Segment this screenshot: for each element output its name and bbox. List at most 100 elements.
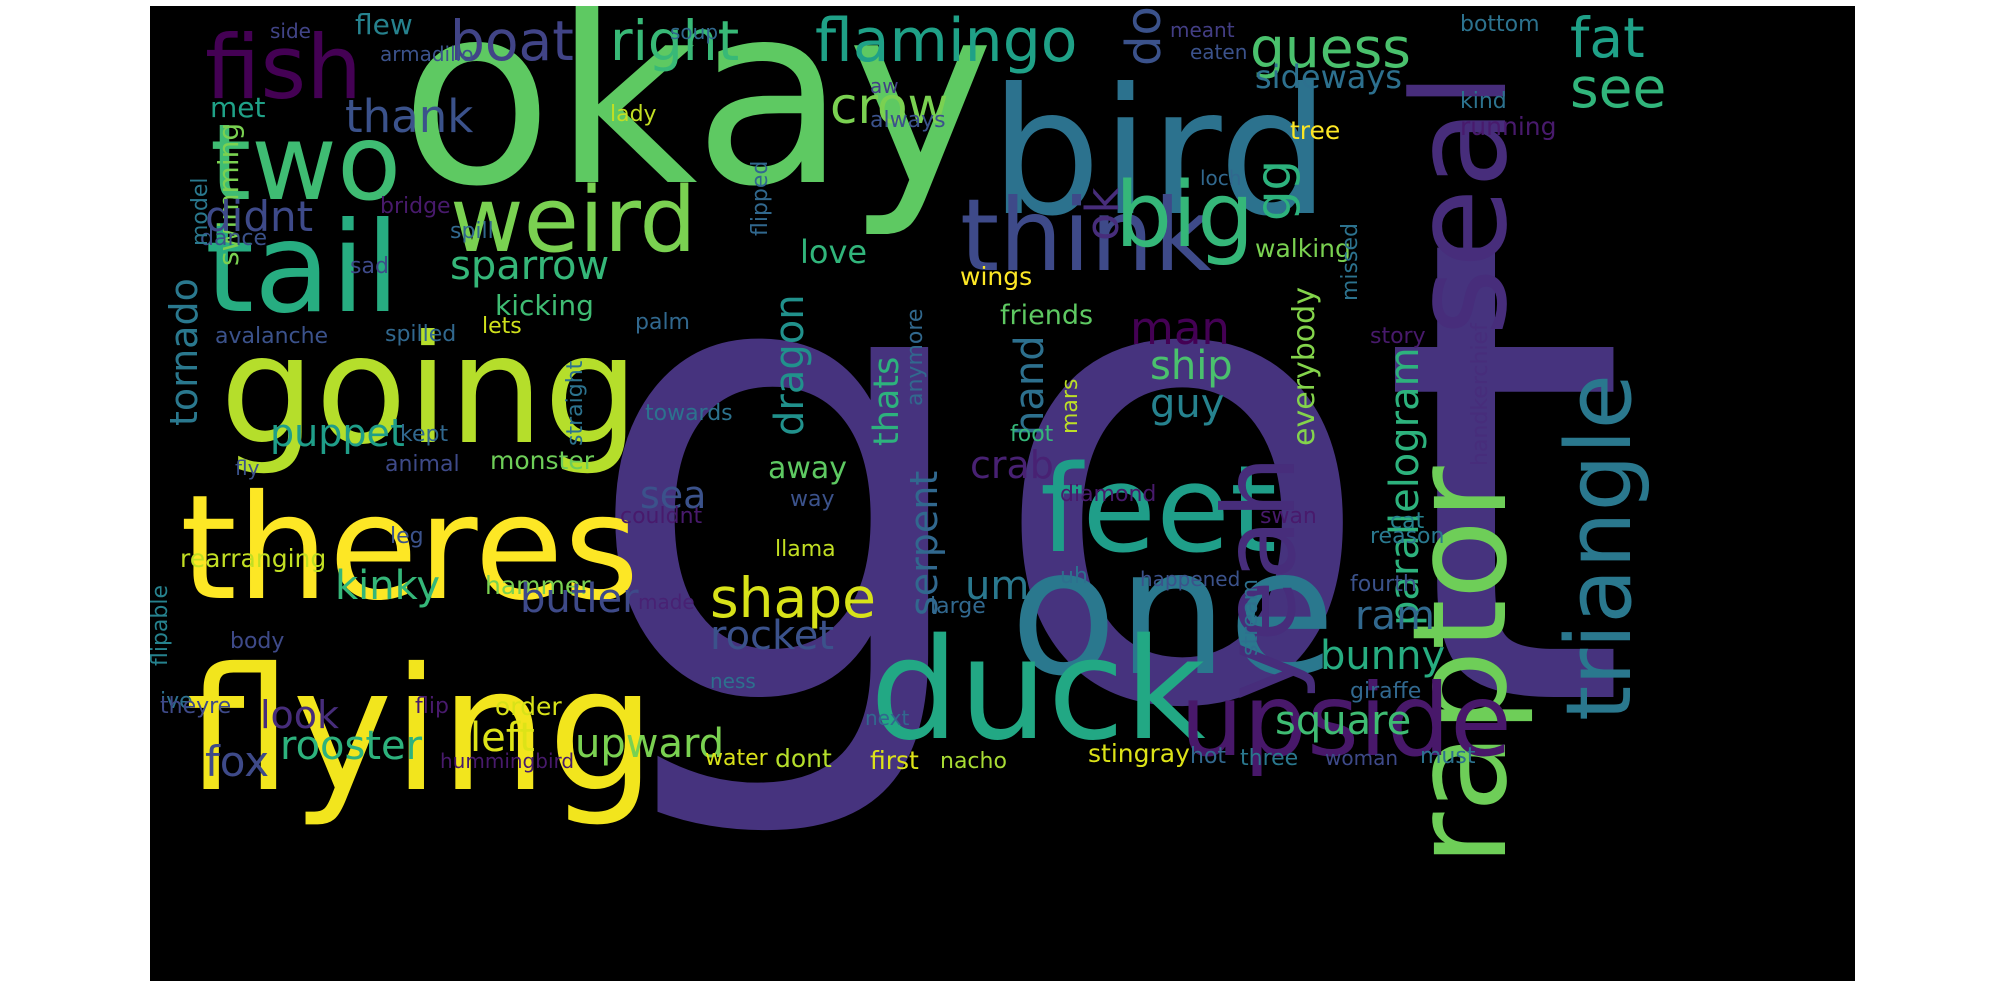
- word-handkerchief: handkerchief: [1468, 323, 1493, 466]
- word-hot: hot: [1190, 744, 1227, 769]
- word-kinky: kinky: [335, 563, 441, 609]
- word-reason: reason: [1370, 524, 1445, 549]
- word-flew: flew: [355, 8, 413, 41]
- word-tail: tail: [205, 196, 401, 341]
- word-uh: uh: [1060, 564, 1088, 589]
- word-animal: animal: [385, 452, 460, 477]
- word-model: model: [188, 177, 213, 246]
- word-duck: duck: [870, 609, 1206, 772]
- word-look: look: [260, 693, 340, 737]
- word-fourth: fourth: [1350, 572, 1417, 597]
- word-fox: fox: [205, 737, 270, 786]
- word-upward: upward: [575, 721, 725, 767]
- word-mars: mars: [1058, 378, 1083, 434]
- word-meant: meant: [1170, 18, 1235, 42]
- word-puppet: puppet: [270, 411, 405, 455]
- word-straight: straight: [563, 360, 588, 446]
- word-shape: shape: [710, 566, 876, 630]
- word-walking: walking: [1255, 234, 1351, 263]
- word-left: left: [470, 715, 535, 761]
- word-crab: crab: [970, 443, 1054, 487]
- word-upside: upside: [1180, 662, 1512, 779]
- word-stream: stream: [1238, 578, 1263, 656]
- word-thank: thank: [345, 90, 474, 143]
- word-soup: soup: [670, 20, 719, 44]
- word-away: away: [768, 451, 848, 486]
- word-ram: ram: [1355, 593, 1435, 639]
- word-order: order: [495, 692, 562, 721]
- word-dragon: dragon: [767, 294, 813, 436]
- word-way: way: [790, 487, 835, 512]
- word-always: always: [870, 108, 946, 133]
- word-one: one: [1010, 512, 1336, 715]
- word-ive: ive: [160, 689, 193, 714]
- word-ok: ok: [1076, 187, 1129, 241]
- word-bottom: bottom: [1460, 12, 1540, 37]
- word-avalanche: avalanche: [215, 324, 329, 349]
- word-flying: flying: [185, 632, 656, 830]
- word-spill: spill: [450, 219, 494, 244]
- word-next: next: [865, 706, 910, 730]
- word-woman: woman: [1325, 746, 1399, 770]
- word-ship: ship: [1150, 343, 1233, 389]
- word-cloud: got okay bird flying one theres going tail rapto…: [150, 6, 1855, 981]
- word-hummingbird: hummingbird: [440, 749, 575, 773]
- word-triangle: triangle: [1547, 374, 1652, 721]
- word-missed: missed: [1338, 223, 1363, 301]
- word-feet: feet: [1040, 441, 1277, 580]
- word-ness: ness: [710, 669, 756, 693]
- word-armadillo: armadillo: [380, 42, 474, 66]
- word-love: love: [800, 233, 868, 271]
- word-got: got: [580, 103, 1629, 848]
- word-wings: wings: [960, 262, 1033, 291]
- word-rocket: rocket: [710, 613, 835, 659]
- word-think: think: [960, 177, 1212, 294]
- word-nacho: nacho: [940, 749, 1007, 774]
- word-diamond: diamond: [1060, 482, 1157, 507]
- word-gg: gg: [1246, 160, 1302, 221]
- word-llama: llama: [775, 537, 836, 562]
- word-towards: towards: [645, 401, 733, 426]
- word-kicking: kicking: [495, 289, 594, 322]
- word-running: running: [1460, 112, 1557, 141]
- word-fat: fat: [1570, 6, 1645, 70]
- word-guy: guy: [1150, 381, 1225, 427]
- word-anymore: anymore: [903, 308, 928, 406]
- word-fish: fish: [205, 16, 363, 119]
- word-monster: monster: [490, 446, 594, 475]
- word-water: water: [705, 746, 768, 771]
- word-sad: sad: [350, 254, 389, 279]
- word-spilled: spilled: [385, 322, 457, 347]
- word-body: body: [230, 629, 285, 654]
- word-going: going: [220, 304, 639, 478]
- word-crow: crow: [830, 77, 949, 135]
- word-first: first: [870, 746, 919, 775]
- word-must: must: [1420, 744, 1476, 769]
- word-foot: foot: [1010, 422, 1054, 447]
- word-bunny: bunny: [1320, 633, 1446, 679]
- word-met: met: [210, 91, 266, 124]
- word-sparrow: sparrow: [450, 243, 610, 289]
- word-lady: lady: [610, 102, 657, 127]
- word-tree: tree: [1290, 116, 1341, 145]
- word-large: large: [930, 594, 986, 619]
- word-everybody: everybody: [1287, 287, 1322, 446]
- word-happened: happened: [1140, 567, 1241, 591]
- word-flipable: flipable: [150, 584, 173, 666]
- word-friends: friends: [1000, 300, 1094, 331]
- word-flip: flip: [415, 694, 449, 719]
- word-man: man: [1130, 302, 1230, 355]
- word-see: see: [1570, 56, 1667, 120]
- word-hand: hand: [1007, 335, 1053, 436]
- word-story: story: [1370, 324, 1426, 349]
- word-eaten: eaten: [1190, 40, 1248, 64]
- word-theres: theres: [180, 464, 640, 633]
- word-leg: leg: [390, 524, 424, 549]
- word-sea: sea: [640, 473, 707, 517]
- word-couldnt: couldnt: [620, 504, 703, 529]
- word-um: um: [965, 563, 1030, 609]
- word-didnt: didnt: [205, 192, 314, 241]
- word-kept: kept: [400, 422, 449, 447]
- word-rearranging: rearranging: [180, 544, 327, 573]
- word-right: right: [610, 9, 740, 73]
